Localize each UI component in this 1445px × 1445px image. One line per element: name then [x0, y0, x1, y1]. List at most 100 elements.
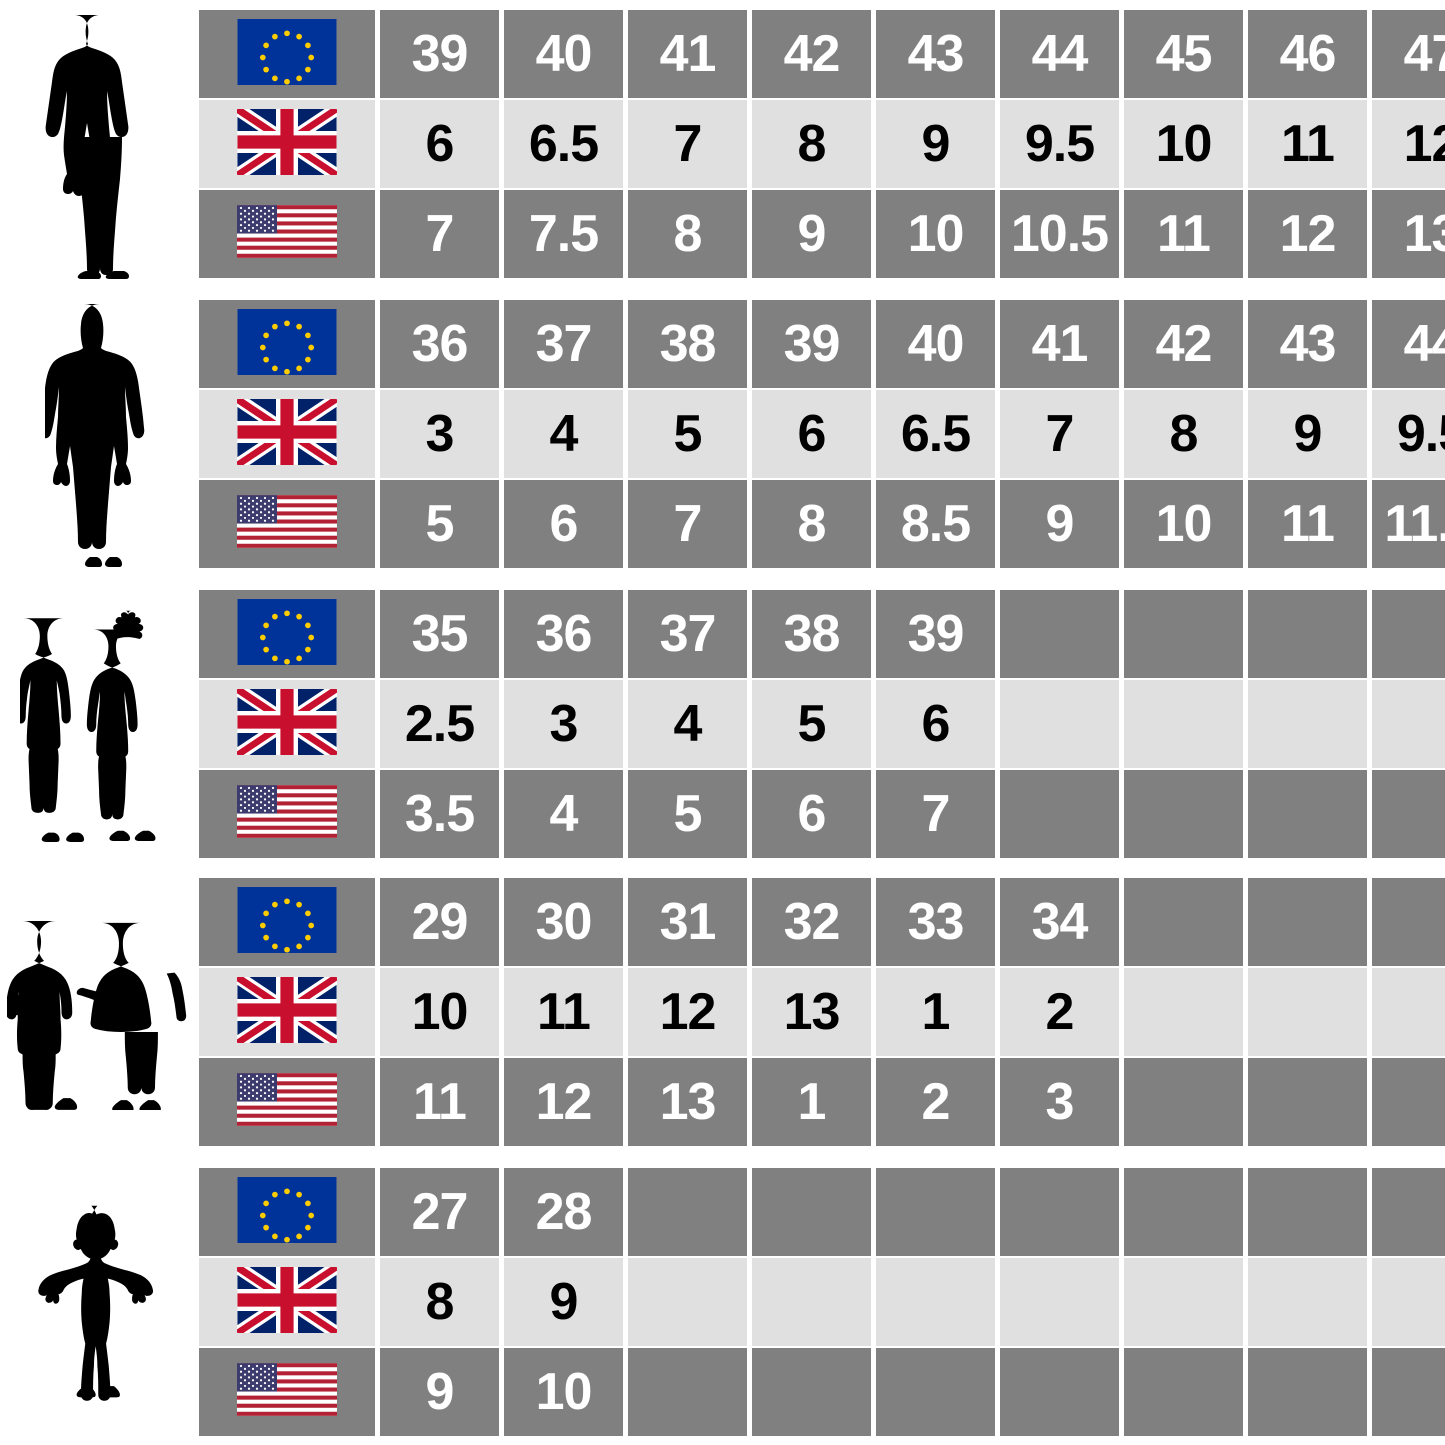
size-cell: 4	[628, 680, 747, 768]
eu-flag-icon-cell	[199, 300, 375, 388]
size-value: 7	[673, 495, 703, 553]
size-cell: 39	[752, 300, 871, 388]
size-cell: 11	[380, 1058, 499, 1146]
size-value: 6	[921, 695, 951, 753]
size-value: 10	[411, 983, 469, 1041]
size-value: 31	[659, 893, 717, 951]
size-value: 2	[1045, 983, 1075, 1041]
size-cell	[1124, 590, 1243, 678]
us-flag-icon-cell	[199, 1058, 375, 1146]
size-rows-toddler: 27 28 8 9 9 10	[199, 1168, 1445, 1436]
size-value: 34	[1031, 893, 1089, 951]
size-cell: 36	[380, 300, 499, 388]
size-cell: 7.5	[504, 190, 623, 278]
size-cell	[1000, 770, 1119, 858]
size-cell: 38	[628, 300, 747, 388]
size-cell: 40	[876, 300, 995, 388]
size-cell: 38	[752, 590, 871, 678]
size-cell	[1124, 1258, 1243, 1346]
size-cell: 11	[1248, 480, 1367, 568]
size-cell: 1	[876, 968, 995, 1056]
size-value: 37	[535, 315, 593, 373]
size-row-young-kids-us: 11 12 13 1 2 3	[199, 1058, 1445, 1146]
size-value: 40	[535, 25, 593, 83]
size-row-toddler-us: 9 10	[199, 1348, 1445, 1436]
size-cell: 8	[752, 100, 871, 188]
size-cell: 8	[380, 1258, 499, 1346]
size-row-women-eu: 36 37 38 39 40 41 42 43 44	[199, 300, 1445, 388]
eu-flag-icon-cell	[199, 590, 375, 678]
size-value: 5	[673, 785, 703, 843]
us-flag-icon	[237, 205, 337, 263]
size-value: 9.5	[1024, 115, 1095, 173]
size-cell	[1372, 590, 1445, 678]
size-cell: 5	[380, 480, 499, 568]
size-cell	[628, 1258, 747, 1346]
size-cell: 30	[504, 878, 623, 966]
size-cell: 8	[752, 480, 871, 568]
size-cell: 5	[752, 680, 871, 768]
size-cell: 9.5	[1000, 100, 1119, 188]
size-cell	[1372, 770, 1445, 858]
size-cell	[1248, 770, 1367, 858]
size-value: 44	[1031, 25, 1089, 83]
size-cell	[876, 1348, 995, 1436]
eu-flag-icon-cell	[199, 878, 375, 966]
size-cell: 12	[1372, 100, 1445, 188]
size-cell: 3	[1000, 1058, 1119, 1146]
size-value: 12	[535, 1073, 593, 1131]
size-cell	[1124, 968, 1243, 1056]
size-row-older-kids-us: 3.5 4 5 6 7	[199, 770, 1445, 858]
size-value: 3	[549, 695, 579, 753]
size-value: 42	[1155, 315, 1213, 373]
size-cell: 10	[1124, 100, 1243, 188]
size-cell: 4	[504, 390, 623, 478]
size-cell: 6	[752, 390, 871, 478]
size-cell: 3	[504, 680, 623, 768]
size-cell: 8.5	[876, 480, 995, 568]
us-flag-icon	[237, 785, 337, 843]
size-cell	[876, 1258, 995, 1346]
size-cell: 46	[1248, 10, 1367, 98]
size-value: 11.5	[1384, 495, 1445, 553]
size-cell: 9	[1248, 390, 1367, 478]
size-value: 7	[425, 205, 455, 263]
size-cell	[1248, 1258, 1367, 1346]
uk-flag-icon-cell	[199, 968, 375, 1056]
size-row-toddler-eu: 27 28	[199, 1168, 1445, 1256]
size-value: 27	[411, 1183, 469, 1241]
size-value: 9	[797, 205, 827, 263]
size-row-men-eu: 39 40 41 42 43 44 45 46 47	[199, 10, 1445, 98]
size-value: 9	[1293, 405, 1323, 463]
size-cell	[1124, 1168, 1243, 1256]
size-cell: 7	[380, 190, 499, 278]
size-value: 8	[797, 115, 827, 173]
size-value: 4	[549, 785, 579, 843]
size-value: 13	[783, 983, 841, 1041]
size-value: 6	[549, 495, 579, 553]
uk-flag-icon-cell	[199, 100, 375, 188]
size-cell: 12	[504, 1058, 623, 1146]
size-value: 8	[797, 495, 827, 553]
size-value: 10	[535, 1363, 593, 1421]
size-cell: 3	[380, 390, 499, 478]
eu-flag-icon-cell	[199, 1168, 375, 1256]
size-value: 2.5	[404, 695, 475, 753]
us-flag-icon-cell	[199, 1348, 375, 1436]
size-value: 9.5	[1396, 405, 1445, 463]
uk-flag-icon	[237, 109, 337, 180]
size-cell: 42	[1124, 300, 1243, 388]
size-value: 1	[921, 983, 951, 1041]
size-value: 8	[425, 1273, 455, 1331]
size-cell	[1372, 1348, 1445, 1436]
size-cell	[1000, 1348, 1119, 1436]
eu-flag-icon	[237, 308, 337, 380]
size-value: 37	[659, 605, 717, 663]
young-children-silhouette	[0, 914, 199, 1110]
size-cell	[1124, 1348, 1243, 1436]
size-value: 1	[797, 1073, 827, 1131]
size-cell: 9	[504, 1258, 623, 1346]
size-cell: 6	[380, 100, 499, 188]
size-cell	[752, 1348, 871, 1436]
